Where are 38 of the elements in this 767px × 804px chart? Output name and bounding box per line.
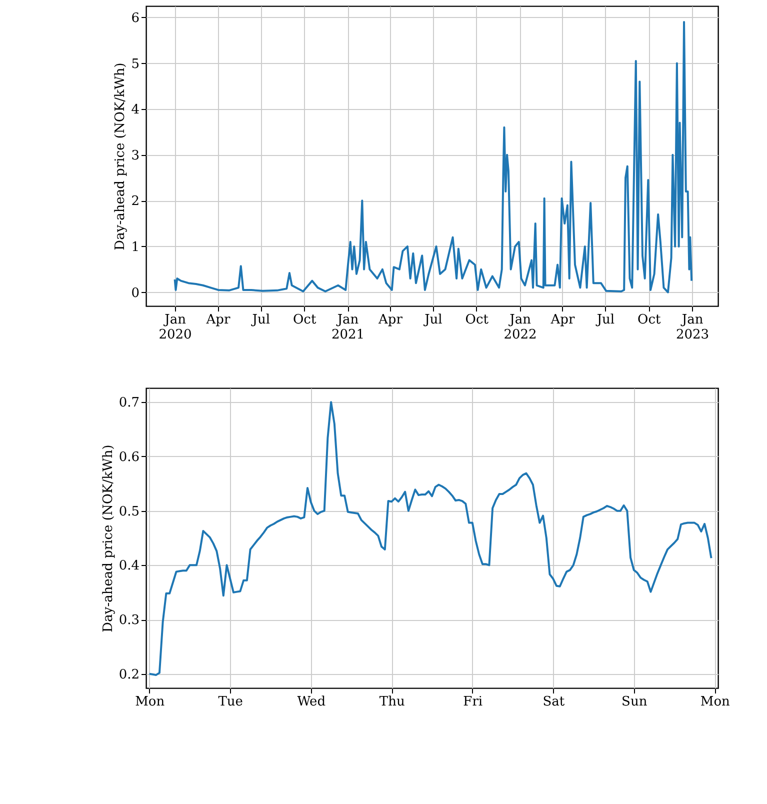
- y-tick-label: 0.5: [118, 504, 140, 520]
- y-tick-label: 4: [131, 102, 140, 118]
- x-tick-label: Apr: [550, 312, 576, 328]
- x-tick-label: Tue: [218, 694, 244, 710]
- y-tick-label: 2: [131, 194, 140, 210]
- x-tick-label: Apr: [378, 312, 404, 328]
- x-tick-label: Sun: [622, 694, 648, 710]
- y-tick-label: 3: [131, 148, 140, 164]
- x-tick-label: Jan 2023: [676, 312, 710, 342]
- y-tick-label: 0.6: [118, 450, 140, 465]
- x-tick-label: Jul: [250, 312, 270, 328]
- x-tick-label: Thu: [379, 694, 405, 710]
- x-tick-label: Sat: [542, 694, 566, 710]
- x-tick-label: Oct: [465, 312, 490, 328]
- x-tick-label: Oct: [293, 312, 317, 328]
- x-tick-label: Jan 2020: [158, 312, 192, 342]
- y-tick-label: 0.4: [118, 558, 140, 574]
- x-tick-label: Jul: [422, 312, 442, 328]
- line-series: [174, 21, 693, 294]
- y-axis-title: Day-ahead price (NOK/kWh): [100, 444, 116, 632]
- x-tick-label: Fri: [463, 694, 483, 710]
- x-tick-label: Jan 2021: [331, 312, 365, 342]
- y-axis-title: Day-ahead price (NOK/kWh): [113, 62, 128, 250]
- x-tick-label: Wed: [297, 694, 326, 710]
- line-series: [148, 401, 712, 676]
- y-tick-label: 0.3: [118, 613, 140, 628]
- y-tick-label: 0: [131, 286, 140, 301]
- y-tick-label: 0.2: [118, 667, 140, 682]
- x-tick-label: Jan 2022: [504, 312, 537, 342]
- y-tick-label: 6: [131, 10, 140, 26]
- y-tick-label: 1: [131, 240, 140, 255]
- y-tick-label: 0.7: [118, 396, 140, 411]
- x-tick-label: Oct: [638, 312, 662, 328]
- x-tick-label: Mon: [700, 694, 731, 710]
- x-tick-label: Jul: [594, 312, 615, 328]
- x-tick-label: Mon: [135, 694, 166, 710]
- y-tick-label: 5: [131, 56, 140, 72]
- x-tick-label: Apr: [205, 312, 231, 328]
